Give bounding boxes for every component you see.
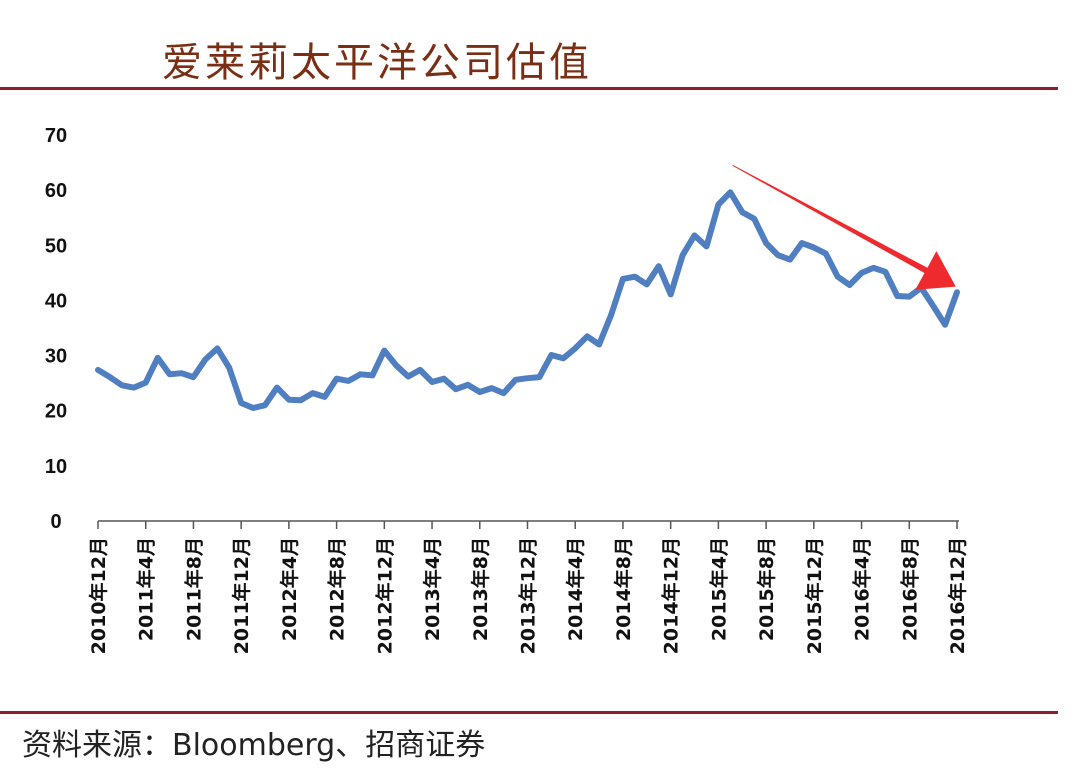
x-tick-label: 2011年8月 bbox=[182, 537, 205, 641]
x-tick-label: 2010年12月 bbox=[87, 537, 110, 654]
y-tick-label: 60 bbox=[45, 180, 67, 202]
x-tick-label: 2016年8月 bbox=[898, 537, 921, 641]
x-tick-label: 2013年4月 bbox=[421, 537, 444, 641]
x-tick-label: 2014年8月 bbox=[612, 537, 635, 641]
y-tick-label: 40 bbox=[45, 290, 67, 312]
x-tick-label: 2012年4月 bbox=[278, 537, 301, 641]
top-divider bbox=[0, 87, 1058, 90]
y-axis-ticks: 0 10 20 30 40 50 60 70 bbox=[45, 125, 67, 533]
x-tick-label: 2011年12月 bbox=[230, 537, 253, 654]
x-tick-label: 2015年8月 bbox=[755, 537, 778, 641]
y-tick-label: 50 bbox=[45, 235, 67, 257]
trend-arrow bbox=[732, 164, 956, 290]
x-tick-label: 2015年12月 bbox=[803, 537, 826, 654]
x-tick-label: 2016年12月 bbox=[946, 537, 969, 654]
chart-title: 爱莱莉太平洋公司估值 bbox=[162, 40, 592, 86]
y-tick-label: 10 bbox=[45, 456, 67, 478]
y-tick-label: 0 bbox=[50, 511, 61, 533]
x-tick-label: 2013年12月 bbox=[517, 537, 540, 654]
x-tick-label: 2012年12月 bbox=[373, 537, 396, 654]
series-line bbox=[95, 189, 960, 411]
y-tick-label: 30 bbox=[45, 346, 67, 368]
source-note: 资料来源：Bloomberg、招商证券 bbox=[22, 728, 486, 763]
y-tick-label: 70 bbox=[45, 125, 67, 147]
x-tick-label: 2013年8月 bbox=[469, 537, 492, 641]
x-tick-label: 2012年8月 bbox=[326, 537, 349, 641]
bottom-divider bbox=[0, 711, 1058, 714]
annotations bbox=[732, 164, 956, 290]
x-axis-ticks: 2010年12月 2011年4月 2011年8月 2011年12月 2012年4月 201… bbox=[87, 521, 969, 654]
series-group bbox=[95, 189, 960, 411]
x-tick-label: 2014年4月 bbox=[564, 537, 587, 641]
x-tick-label: 2014年12月 bbox=[660, 537, 683, 654]
y-tick-label: 20 bbox=[45, 401, 67, 423]
x-tick-label: 2015年4月 bbox=[707, 537, 730, 641]
x-tick-label: 2011年4月 bbox=[135, 537, 158, 641]
x-tick-label: 2016年4月 bbox=[851, 537, 874, 641]
